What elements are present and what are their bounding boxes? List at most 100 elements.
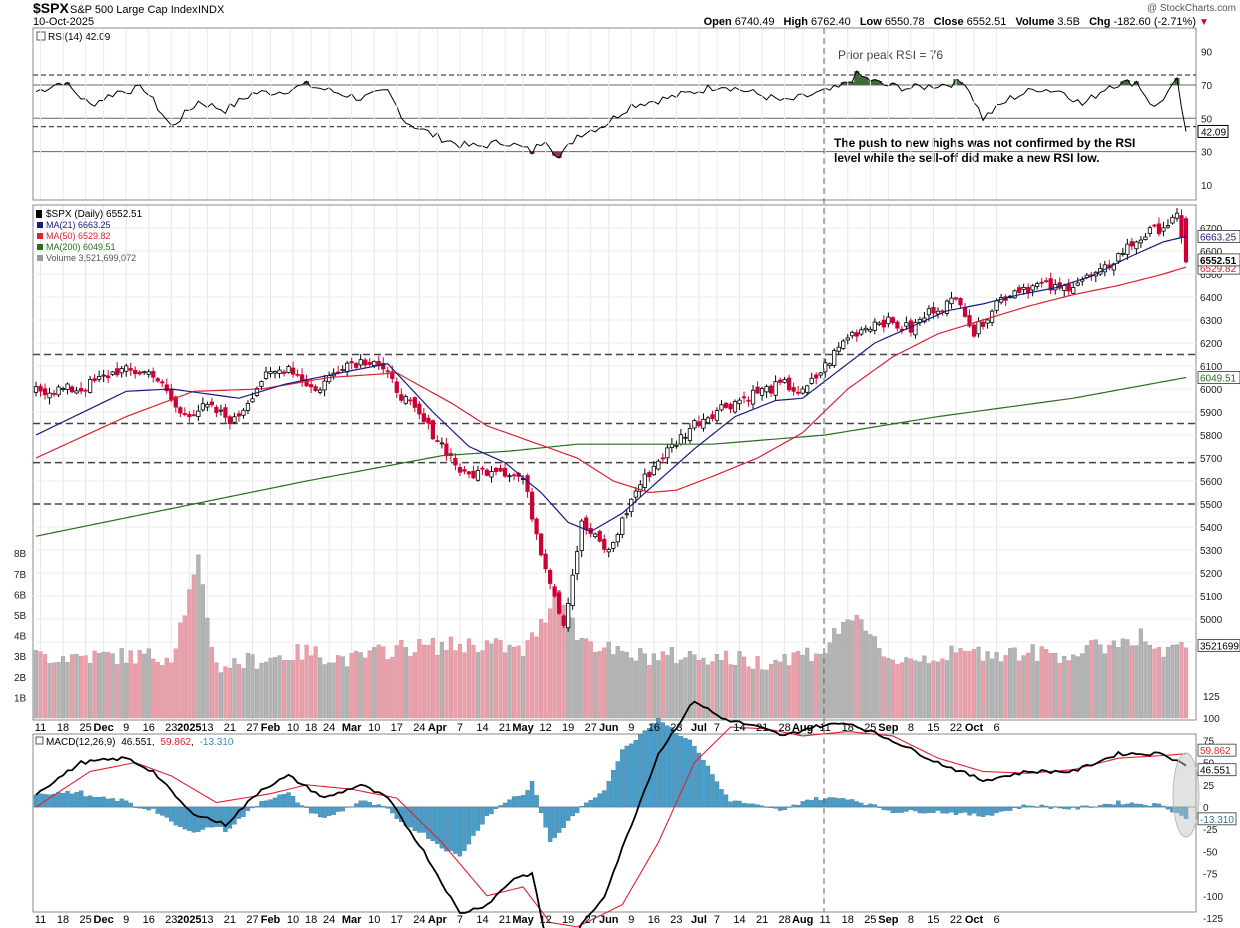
macd-histogram-bar xyxy=(678,736,684,808)
candle-body xyxy=(895,321,900,329)
candle-body xyxy=(408,399,413,402)
volume-bar xyxy=(60,656,66,719)
volume-bar xyxy=(101,651,106,719)
macd-histogram-bar xyxy=(376,804,381,808)
candle-body xyxy=(272,371,278,374)
macd-histogram-bar xyxy=(286,792,291,808)
macd-histogram-bar xyxy=(985,806,990,816)
candle-body xyxy=(705,417,711,424)
x-axis-label: Feb xyxy=(261,722,281,734)
macd-histogram-bar xyxy=(1053,806,1058,808)
x-axis-label: 23 xyxy=(165,722,177,734)
candle-body xyxy=(872,321,877,331)
candle-body xyxy=(660,457,665,460)
volume-bar xyxy=(33,650,39,719)
volume-bar xyxy=(534,636,539,719)
volume-bar xyxy=(182,615,187,719)
candle-body xyxy=(913,322,918,336)
volume-bar xyxy=(381,646,386,719)
macd-histogram-bar xyxy=(534,795,539,808)
change-down-icon: ▼ xyxy=(1199,17,1209,28)
macd-hist-value: -13.310 xyxy=(1200,815,1234,826)
candle-body xyxy=(683,436,688,439)
macd-histogram-bar xyxy=(299,805,305,808)
candle-body xyxy=(552,586,557,597)
volume-bar xyxy=(394,645,399,719)
candle-body xyxy=(412,397,417,408)
macd-histogram-bar xyxy=(597,793,602,808)
candle-body xyxy=(430,420,435,440)
volume-bar xyxy=(999,661,1004,719)
x-axis-label-bottom: 9 xyxy=(123,914,129,926)
candle-body xyxy=(1017,287,1022,293)
volume-bar xyxy=(88,662,93,719)
volume-bar xyxy=(597,651,602,719)
macd-histogram-bar xyxy=(886,806,891,811)
candle-body xyxy=(935,310,941,315)
candle-body xyxy=(881,319,886,328)
volume-bar xyxy=(611,654,616,719)
candle-body xyxy=(832,350,837,366)
candle-body xyxy=(624,513,629,516)
macd-histogram-bar xyxy=(173,806,178,826)
candle-body xyxy=(327,375,332,383)
volume-bar xyxy=(128,650,133,719)
ma21-line xyxy=(35,235,1187,533)
macd-histogram-bar xyxy=(96,797,102,808)
macd-histogram-bar xyxy=(92,796,97,808)
candle-body xyxy=(584,517,589,531)
x-axis-label-bottom: 18 xyxy=(57,914,69,926)
volume-bar xyxy=(1116,647,1121,719)
candle-body xyxy=(318,389,323,393)
price-panel: 6700660065006400630062006100600059005800… xyxy=(14,29,1240,911)
x-axis-label-bottom: 14 xyxy=(476,914,488,926)
candle-body xyxy=(489,471,494,478)
macd-histogram-bar xyxy=(773,806,778,809)
candle-body xyxy=(38,385,43,392)
candle-body xyxy=(466,471,472,475)
volume-bar xyxy=(588,641,593,719)
ma200-value-label: 6049.51 xyxy=(1200,374,1237,385)
volume-bar xyxy=(115,664,120,719)
candle-body xyxy=(606,549,611,553)
macd-histogram-bar xyxy=(430,806,436,842)
volume-tick-label: 7B xyxy=(14,570,27,581)
volume-bar xyxy=(444,649,449,719)
macd-histogram-bar xyxy=(1116,800,1121,808)
macd-histogram-bar xyxy=(850,799,855,808)
macd-histogram-bar xyxy=(665,725,670,808)
macd-histogram-bar xyxy=(1093,806,1098,808)
volume-bar xyxy=(299,659,305,719)
candle-body xyxy=(1116,253,1121,262)
x-axis-label-bottom: 16 xyxy=(143,914,155,926)
volume-bar xyxy=(638,648,643,719)
rsi-line xyxy=(35,70,1187,159)
volume-bar xyxy=(1017,660,1022,719)
volume-bar xyxy=(683,657,688,719)
macd-legend-checkbox-icon[interactable] xyxy=(35,736,44,745)
x-axis-label: 18 xyxy=(842,722,854,734)
candle-body xyxy=(1035,283,1040,287)
price-tick-label: 6300 xyxy=(1200,316,1223,327)
volume-bar xyxy=(322,664,327,719)
volume-bar xyxy=(363,657,368,719)
x-axis-label-bottom: 21 xyxy=(224,914,236,926)
macd-histogram-bar xyxy=(453,806,458,854)
candle-body xyxy=(638,484,643,492)
volume-bar xyxy=(295,644,300,719)
volume-bar xyxy=(227,667,233,719)
macd-histogram-bar xyxy=(281,794,287,808)
candle-body xyxy=(160,381,165,384)
candle-body xyxy=(349,361,354,364)
volume-bar xyxy=(1120,638,1125,719)
x-axis-label: Dec xyxy=(94,722,114,734)
macd-histogram-bar xyxy=(47,794,52,808)
candle-body xyxy=(647,471,652,478)
volume-bar xyxy=(254,668,260,719)
x-axis-label: 2025 xyxy=(177,722,201,734)
candle-body xyxy=(1134,241,1139,250)
candle-body xyxy=(417,403,422,415)
x-axis-label: 10 xyxy=(287,722,299,734)
volume-bar xyxy=(787,665,792,719)
volume-bar xyxy=(1071,654,1076,719)
